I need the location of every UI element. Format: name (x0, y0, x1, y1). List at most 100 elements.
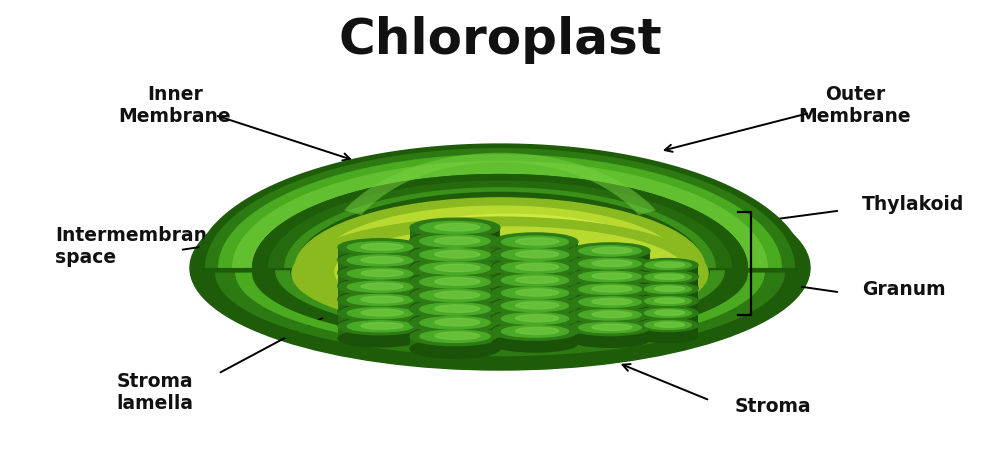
Polygon shape (338, 300, 422, 312)
Ellipse shape (638, 282, 698, 295)
Ellipse shape (420, 330, 490, 342)
Polygon shape (570, 276, 650, 288)
Ellipse shape (492, 309, 578, 327)
Ellipse shape (570, 306, 650, 322)
Ellipse shape (638, 295, 698, 308)
Ellipse shape (435, 223, 480, 231)
Ellipse shape (420, 249, 490, 261)
Ellipse shape (579, 297, 641, 307)
PathPatch shape (195, 273, 805, 364)
Ellipse shape (592, 273, 632, 279)
Ellipse shape (492, 258, 578, 276)
Ellipse shape (645, 309, 691, 317)
Ellipse shape (410, 232, 500, 251)
Ellipse shape (516, 251, 559, 258)
Ellipse shape (570, 281, 650, 297)
Ellipse shape (570, 255, 650, 271)
Polygon shape (570, 328, 650, 339)
Ellipse shape (516, 289, 559, 296)
Polygon shape (492, 319, 578, 330)
Ellipse shape (435, 291, 480, 299)
Ellipse shape (501, 287, 569, 299)
Ellipse shape (435, 305, 480, 313)
Ellipse shape (492, 258, 578, 275)
Polygon shape (338, 274, 422, 286)
Polygon shape (410, 309, 500, 321)
Ellipse shape (361, 309, 403, 316)
Text: Stroma: Stroma (735, 397, 812, 416)
Ellipse shape (420, 221, 490, 234)
Ellipse shape (410, 313, 500, 332)
Ellipse shape (501, 274, 569, 286)
Polygon shape (410, 255, 426, 267)
Ellipse shape (435, 319, 480, 326)
Polygon shape (570, 302, 650, 314)
Polygon shape (338, 300, 353, 312)
Polygon shape (570, 251, 650, 263)
Ellipse shape (570, 294, 650, 310)
Polygon shape (410, 296, 500, 308)
Polygon shape (410, 282, 500, 294)
Polygon shape (570, 289, 584, 301)
Ellipse shape (420, 276, 490, 288)
Ellipse shape (338, 265, 422, 282)
Polygon shape (492, 293, 507, 305)
Polygon shape (410, 336, 500, 349)
Ellipse shape (410, 245, 500, 264)
Ellipse shape (410, 285, 500, 304)
Ellipse shape (410, 231, 500, 250)
Ellipse shape (410, 326, 500, 345)
Ellipse shape (516, 314, 559, 321)
Polygon shape (570, 289, 650, 301)
Ellipse shape (501, 236, 569, 248)
Ellipse shape (292, 217, 708, 330)
Ellipse shape (338, 252, 422, 269)
Ellipse shape (516, 238, 559, 245)
Ellipse shape (492, 321, 578, 339)
Ellipse shape (420, 290, 490, 302)
Ellipse shape (347, 268, 413, 279)
Ellipse shape (579, 258, 641, 269)
Ellipse shape (654, 310, 684, 315)
Polygon shape (492, 306, 578, 318)
Polygon shape (410, 268, 426, 281)
Ellipse shape (638, 306, 698, 319)
Ellipse shape (361, 270, 403, 276)
Ellipse shape (320, 206, 680, 321)
Ellipse shape (435, 278, 480, 285)
Text: Intermembrane
space: Intermembrane space (55, 226, 220, 267)
Ellipse shape (645, 285, 691, 293)
Text: Outer
Membrane: Outer Membrane (799, 85, 911, 126)
Ellipse shape (361, 283, 403, 290)
Ellipse shape (638, 258, 698, 272)
Ellipse shape (654, 262, 684, 267)
Polygon shape (492, 267, 578, 279)
Ellipse shape (592, 311, 632, 318)
Polygon shape (570, 276, 584, 288)
Ellipse shape (570, 256, 650, 272)
Text: Chloroplast: Chloroplast (338, 16, 662, 64)
Ellipse shape (410, 259, 500, 278)
Ellipse shape (347, 308, 413, 319)
Polygon shape (638, 313, 649, 324)
Polygon shape (492, 280, 578, 292)
Ellipse shape (295, 198, 705, 338)
Ellipse shape (492, 245, 578, 263)
Ellipse shape (338, 317, 422, 334)
Text: Thylakoid: Thylakoid (862, 195, 964, 214)
Ellipse shape (492, 284, 578, 302)
Ellipse shape (570, 268, 650, 284)
PathPatch shape (344, 153, 656, 215)
Ellipse shape (492, 246, 578, 264)
Ellipse shape (410, 244, 500, 263)
Ellipse shape (361, 257, 403, 263)
PathPatch shape (215, 273, 785, 356)
Ellipse shape (492, 270, 578, 288)
Ellipse shape (516, 263, 559, 271)
Polygon shape (338, 287, 422, 299)
Text: Granum: Granum (862, 280, 946, 298)
Ellipse shape (501, 313, 569, 324)
Ellipse shape (654, 286, 684, 291)
Ellipse shape (338, 291, 422, 308)
Ellipse shape (338, 318, 422, 335)
